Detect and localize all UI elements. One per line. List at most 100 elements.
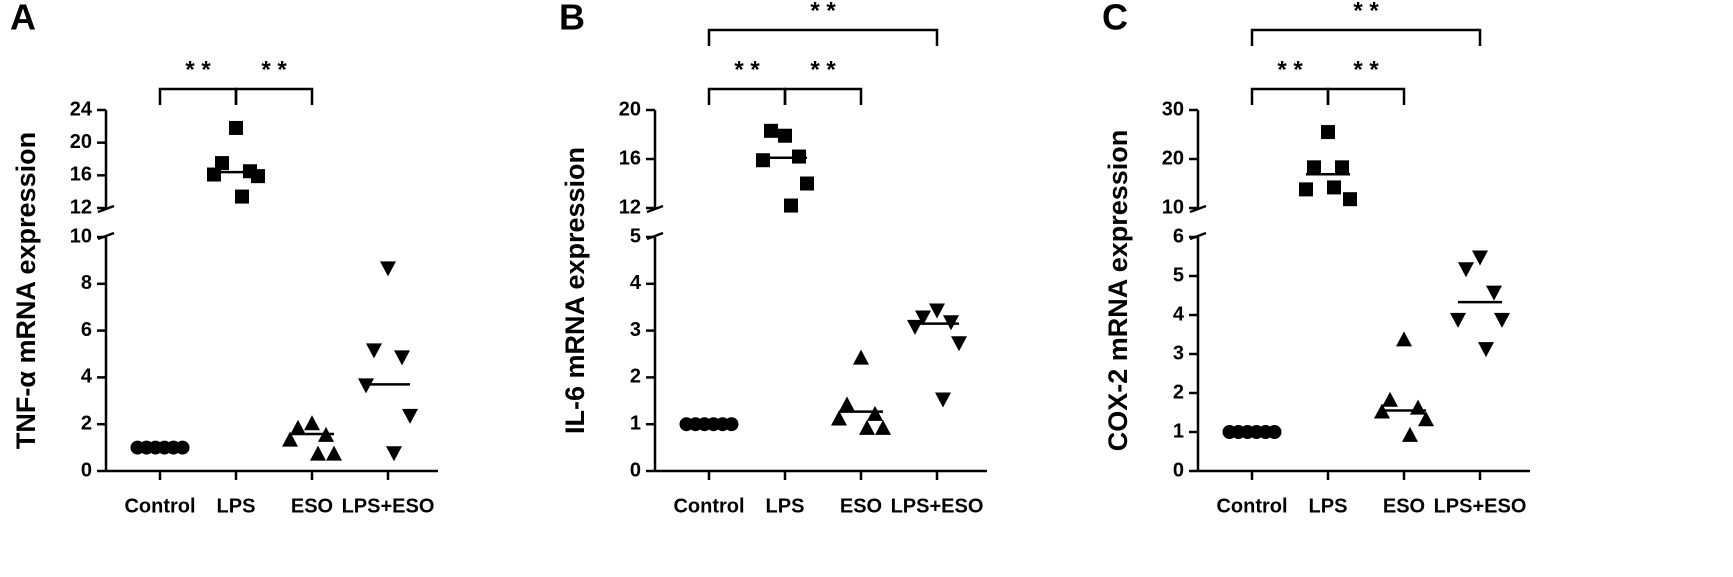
data-point <box>839 396 855 412</box>
y-tick-label: 6 <box>1173 225 1184 247</box>
data-point <box>1450 312 1466 328</box>
data-point <box>756 153 770 168</box>
data-point <box>915 310 931 326</box>
data-point <box>929 303 945 319</box>
data-point <box>724 417 739 432</box>
x-tick-label: Control <box>1216 495 1287 517</box>
data-point <box>1307 160 1321 175</box>
data-point <box>1299 182 1313 197</box>
data-point <box>310 445 326 461</box>
y-tick-label: 6 <box>81 319 92 341</box>
y-tick-label: 10 <box>70 225 92 247</box>
y-tick-label: 8 <box>81 272 92 294</box>
significance-label: * * <box>1277 56 1303 83</box>
y-axis-label: TNF-α mRNA expression <box>11 132 41 449</box>
y-tick-label: 0 <box>1173 459 1184 481</box>
data-point <box>1458 262 1474 278</box>
panel-letter: A <box>10 0 36 38</box>
data-point <box>1410 399 1426 415</box>
data-point <box>1418 411 1434 427</box>
y-tick-label: 2 <box>630 366 641 388</box>
y-tick-label: 5 <box>630 225 641 247</box>
data-point <box>366 343 382 359</box>
data-point <box>1327 180 1341 195</box>
data-point <box>831 410 847 426</box>
y-tick-label: 2 <box>1173 381 1184 403</box>
y-tick-label: 12 <box>70 196 92 218</box>
y-tick-label: 1 <box>1173 420 1184 442</box>
data-point <box>304 415 320 431</box>
significance-label: * * <box>1353 0 1379 24</box>
data-point <box>290 419 306 435</box>
data-point <box>935 392 951 408</box>
data-point <box>867 405 883 421</box>
x-tick-label: LPS+ESO <box>1434 495 1527 517</box>
significance-label: * * <box>1353 56 1379 83</box>
x-tick-label: LPS <box>217 495 256 517</box>
significance-bracket <box>1326 87 1406 105</box>
data-point <box>1321 125 1335 140</box>
significance-label: * * <box>810 56 836 83</box>
y-tick-label: 12 <box>619 196 641 218</box>
significance-bracket <box>1250 28 1482 46</box>
data-point <box>1335 160 1349 175</box>
y-tick-label: 4 <box>81 366 93 388</box>
significance-label: * * <box>810 0 836 24</box>
y-tick-label: 3 <box>1173 342 1184 364</box>
data-point <box>380 261 396 277</box>
data-point <box>282 431 298 447</box>
data-point <box>853 349 869 365</box>
y-axis-label: COX-2 mRNA expression <box>1103 130 1133 452</box>
data-point <box>235 189 249 204</box>
y-tick-label: 5 <box>1173 264 1184 286</box>
x-tick-label: LPS <box>1309 495 1348 517</box>
data-point <box>1343 192 1357 207</box>
significance-label: * * <box>734 56 760 83</box>
data-point <box>859 419 875 435</box>
y-tick-label: 0 <box>630 459 641 481</box>
x-tick-label: LPS+ESO <box>342 495 435 517</box>
data-point <box>1472 250 1488 266</box>
data-point <box>175 440 190 455</box>
data-point <box>778 128 792 143</box>
y-tick-label: 3 <box>630 319 641 341</box>
significance-label: * * <box>261 56 287 83</box>
data-point <box>1478 342 1494 358</box>
y-tick-label: 4 <box>1173 303 1185 325</box>
y-tick-label: 20 <box>1162 147 1184 169</box>
significance-bracket <box>707 28 939 46</box>
significance-bracket <box>707 87 787 105</box>
y-tick-label: 1 <box>630 412 641 434</box>
y-tick-label: 4 <box>630 272 642 294</box>
data-point <box>800 176 814 191</box>
x-tick-label: ESO <box>840 495 882 517</box>
data-point <box>215 156 229 171</box>
data-point <box>326 445 342 461</box>
data-point <box>358 378 374 394</box>
y-tick-label: 16 <box>619 147 641 169</box>
panel-letter: C <box>1102 0 1128 38</box>
significance-label: * * <box>185 56 211 83</box>
y-tick-label: 2 <box>81 412 92 434</box>
y-tick-label: 30 <box>1162 98 1184 120</box>
y-tick-label: 10 <box>1162 196 1184 218</box>
x-tick-label: ESO <box>291 495 333 517</box>
significance-bracket <box>234 87 314 105</box>
x-tick-label: LPS <box>766 495 805 517</box>
data-point <box>764 123 778 138</box>
x-tick-label: Control <box>124 495 195 517</box>
data-point <box>907 319 923 335</box>
data-point <box>875 419 891 435</box>
data-point <box>1402 426 1418 442</box>
data-point <box>1396 331 1412 347</box>
data-point <box>1267 425 1282 439</box>
data-point <box>1486 285 1502 301</box>
panel-letter: B <box>559 0 585 38</box>
data-point <box>207 167 221 182</box>
data-point <box>784 198 798 213</box>
y-tick-label: 24 <box>70 98 93 120</box>
y-tick-label: 20 <box>619 98 641 120</box>
significance-bracket <box>783 87 863 105</box>
y-tick-label: 0 <box>81 459 92 481</box>
